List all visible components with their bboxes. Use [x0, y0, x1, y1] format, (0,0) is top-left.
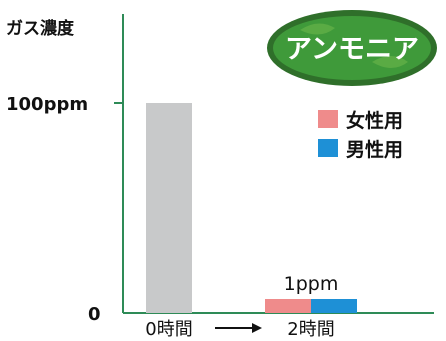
bars — [146, 103, 357, 313]
y-tick-label-100ppm: 100ppm — [6, 94, 88, 115]
y-axis-label: ガス濃度 — [6, 18, 75, 39]
bar-male-2h — [311, 299, 357, 313]
legend-swatch-male — [318, 139, 338, 157]
badge-label: アンモニア — [285, 34, 419, 65]
badge-leaf-decoration — [372, 56, 408, 68]
x-tick-label-0h: 0時間 — [145, 319, 192, 340]
bar-female-2h — [265, 299, 311, 313]
y-tick-label-0: 0 — [88, 304, 101, 325]
data-label-1ppm: 1ppm — [284, 273, 339, 295]
badge-leaf-decoration — [300, 23, 335, 35]
legend-label-male: 男性用 — [346, 138, 403, 161]
legend: 女性用 男性用 — [318, 109, 403, 161]
legend-swatch-female — [318, 110, 338, 128]
legend-label-female: 女性用 — [346, 109, 403, 132]
x-tick-label-2h: 2時間 — [287, 319, 334, 340]
bar-baseline-0h — [146, 103, 192, 313]
badge-inner — [273, 16, 431, 80]
badge: アンモニア — [267, 10, 437, 86]
arrow-icon — [215, 323, 262, 333]
